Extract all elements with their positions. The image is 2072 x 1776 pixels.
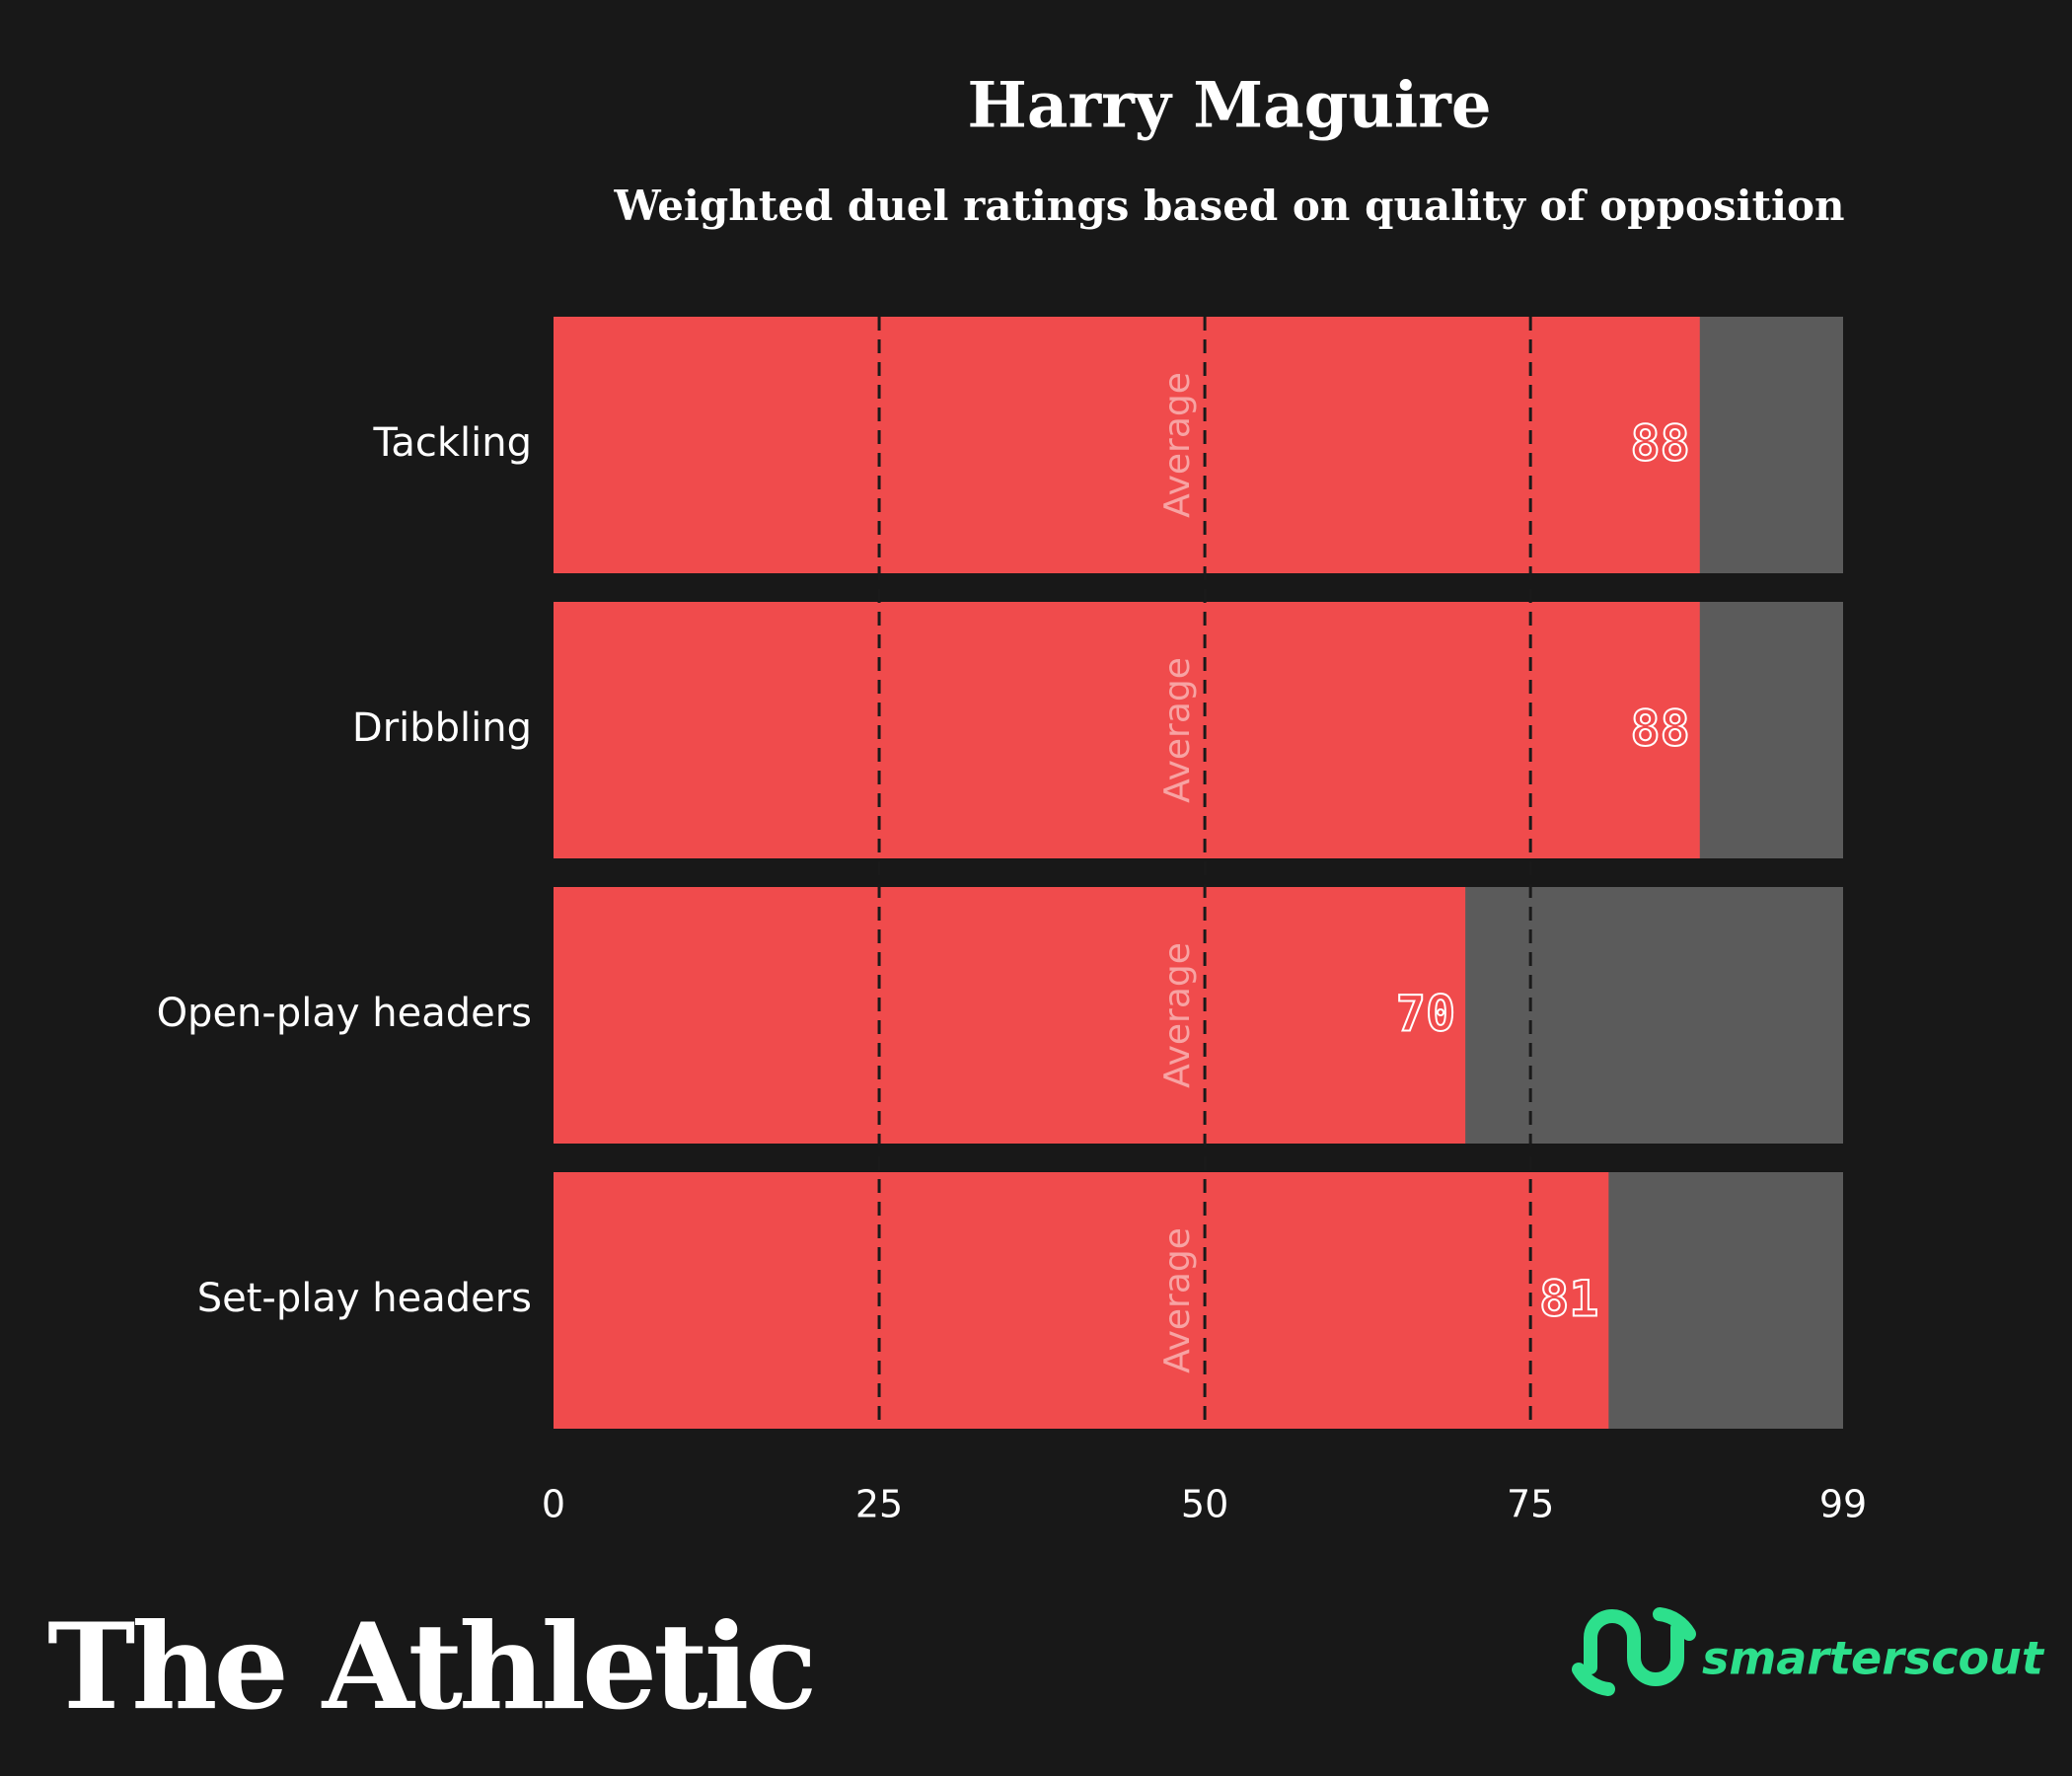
average-annotation: Average xyxy=(1157,942,1198,1088)
x-tick-label: 25 xyxy=(855,1483,903,1526)
average-annotation: Average xyxy=(1157,657,1198,803)
average-annotation: Average xyxy=(1157,372,1198,518)
chart-subtitle: Weighted duel ratings based on quality o… xyxy=(613,182,1844,230)
category-label: Dribbling xyxy=(352,705,532,751)
source-logo-icon xyxy=(1572,1607,1696,1696)
x-tick-label: 50 xyxy=(1181,1483,1228,1526)
bar xyxy=(554,887,1466,1144)
category-label: Set-play headers xyxy=(197,1276,532,1321)
x-tick-label: 0 xyxy=(542,1483,565,1526)
x-tick-label: 99 xyxy=(1819,1483,1867,1526)
chart-title: Harry Maguire xyxy=(967,69,1491,143)
x-tick-label: 75 xyxy=(1507,1483,1554,1526)
source-logo: smarterscout xyxy=(1702,1632,2045,1685)
value-label: 88 xyxy=(1631,701,1690,758)
category-label: Tackling xyxy=(373,420,532,466)
value-label: 88 xyxy=(1631,415,1690,473)
bar xyxy=(554,1172,1609,1429)
category-label: Open-play headers xyxy=(157,991,532,1036)
value-label: 81 xyxy=(1539,1271,1598,1328)
value-label: 70 xyxy=(1396,986,1455,1043)
average-annotation: Average xyxy=(1157,1227,1198,1373)
bar xyxy=(554,602,1700,858)
bar xyxy=(554,317,1700,573)
publisher-logo: The Athletic xyxy=(47,1597,813,1737)
